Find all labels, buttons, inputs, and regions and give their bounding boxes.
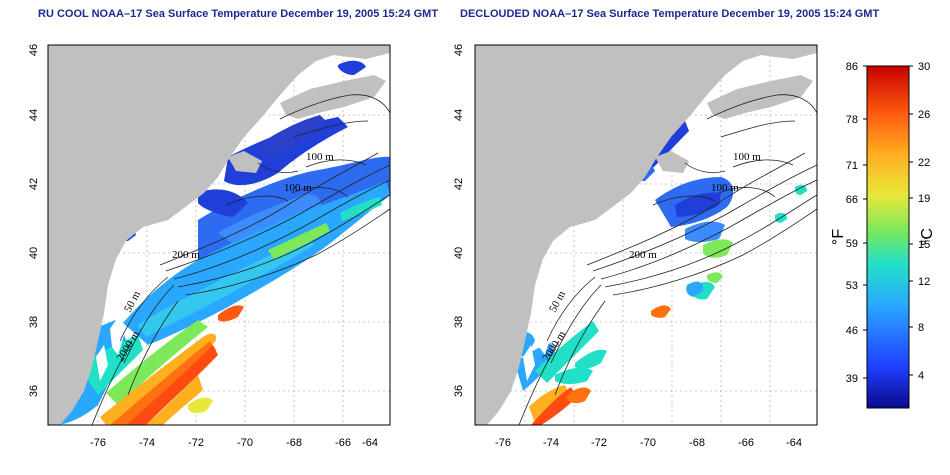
lon-tick: -64 bbox=[362, 437, 378, 449]
colorbar-c-tick: 8 bbox=[918, 322, 924, 334]
lat-tick: 36 bbox=[453, 385, 465, 397]
panel-1-contour-label-200m: 200 m bbox=[172, 249, 200, 261]
lat-tick: 36 bbox=[28, 385, 40, 397]
colorbar-f-tick: 59 bbox=[846, 238, 858, 250]
panel-2-title: DECLOUDED NOAA–17 Sea Surface Temperatur… bbox=[460, 8, 880, 20]
panel-1-axes: -76 -74 -72 -70 -68 -66 -64 36 38 40 42 … bbox=[28, 44, 378, 449]
colorbar-f-tick: 66 bbox=[846, 194, 858, 206]
colorbar-c-tick: 15 bbox=[918, 239, 930, 251]
colorbar-c-tick: 19 bbox=[918, 193, 930, 205]
lon-tick: -76 bbox=[90, 437, 106, 449]
colorbar-f-tick: 86 bbox=[846, 61, 858, 73]
lat-tick: 38 bbox=[28, 316, 40, 328]
panel-1-contour-label-100m-east: 100 m bbox=[306, 151, 334, 163]
lat-tick: 40 bbox=[28, 247, 40, 259]
lat-tick: 42 bbox=[453, 178, 465, 190]
lat-tick: 46 bbox=[28, 44, 40, 56]
lat-tick: 42 bbox=[28, 178, 40, 190]
panel-2-contour-label-100m-west: 100 m bbox=[711, 182, 739, 194]
lon-tick: -70 bbox=[640, 437, 656, 449]
colorbar: 86 78 71 66 59 53 46 39 30 26 22 19 15 1… bbox=[830, 61, 936, 409]
lat-tick: 46 bbox=[453, 44, 465, 56]
panel-2-map bbox=[474, 44, 818, 426]
lon-tick: -64 bbox=[786, 437, 802, 449]
colorbar-c-tick: 4 bbox=[918, 370, 924, 382]
lon-tick: -76 bbox=[495, 437, 511, 449]
lon-tick: -74 bbox=[139, 437, 155, 449]
panel-1-contour-label-100m-west: 100 m bbox=[284, 182, 312, 194]
colorbar-f-tick: 46 bbox=[846, 325, 858, 337]
colorbar-f-unit: °F bbox=[830, 229, 847, 245]
colorbar-c-tick: 12 bbox=[918, 276, 930, 288]
colorbar-f-tick: 53 bbox=[846, 280, 858, 292]
colorbar-c-tick: 26 bbox=[918, 109, 930, 121]
lat-tick: 38 bbox=[453, 316, 465, 328]
colorbar-c-unit: °C bbox=[919, 228, 936, 246]
lon-tick: -72 bbox=[591, 437, 607, 449]
lon-tick: -68 bbox=[689, 437, 705, 449]
lon-tick: -66 bbox=[335, 437, 351, 449]
panel-1-title: RU COOL NOAA–17 Sea Surface Temperature … bbox=[38, 8, 439, 20]
lon-tick: -68 bbox=[286, 437, 302, 449]
colorbar-f-tick: 39 bbox=[846, 373, 858, 385]
colorbar-c-tick: 30 bbox=[918, 61, 930, 73]
colorbar-f-tick: 78 bbox=[846, 114, 858, 126]
colorbar-f-tick: 71 bbox=[846, 160, 858, 172]
panel-2-axes: -76 -74 -72 -70 -68 -66 -64 36 38 40 42 … bbox=[453, 44, 802, 449]
lon-tick: -66 bbox=[738, 437, 754, 449]
lon-tick: -72 bbox=[188, 437, 204, 449]
lon-tick: -74 bbox=[543, 437, 559, 449]
panel-2-contour-label-100m-east: 100 m bbox=[733, 151, 761, 163]
lat-tick: 40 bbox=[453, 247, 465, 259]
panel-1-map bbox=[47, 44, 391, 426]
panel-2-contour-label-200m: 200 m bbox=[629, 249, 657, 261]
lat-tick: 44 bbox=[28, 109, 40, 121]
colorbar-gradient bbox=[866, 65, 910, 409]
colorbar-c-tick: 22 bbox=[918, 157, 930, 169]
lat-tick: 44 bbox=[453, 109, 465, 121]
lon-tick: -70 bbox=[237, 437, 253, 449]
